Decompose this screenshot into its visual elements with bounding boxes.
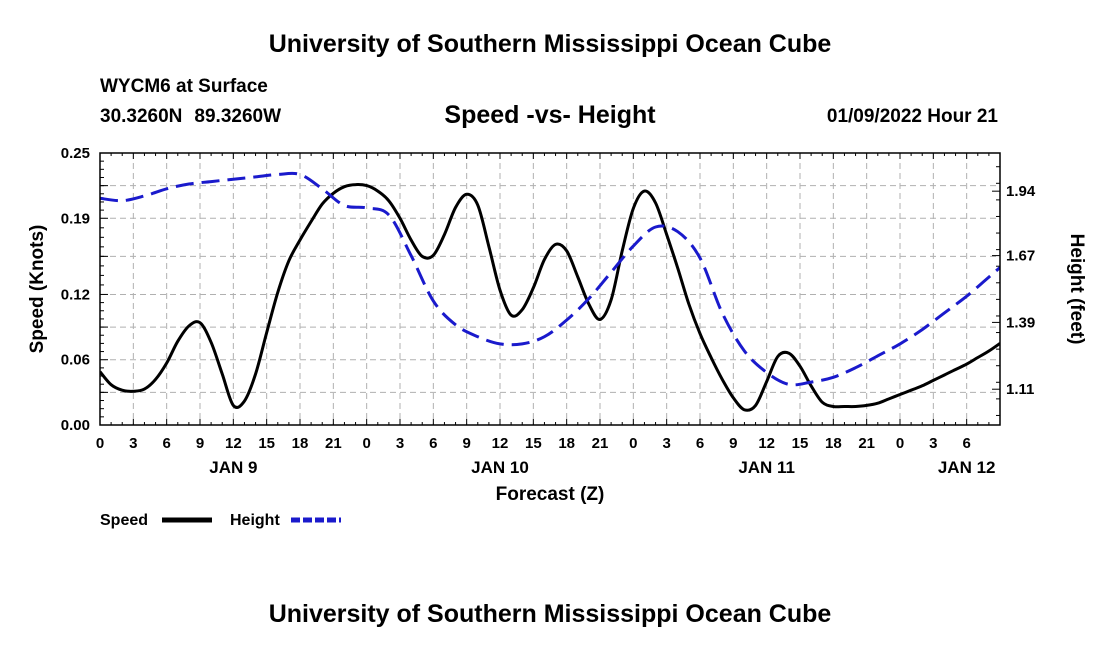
x-tick-label: 3 xyxy=(929,435,937,452)
x-tick-label: 12 xyxy=(758,435,775,452)
x-tick-label: 9 xyxy=(462,435,470,452)
x-tick-label: 21 xyxy=(325,435,342,452)
y-axis-right-label: Height (feet) xyxy=(1066,234,1087,345)
y-left-tick-label: 0.06 xyxy=(61,352,90,369)
speed-height-chart: 0 3 6 9 12 15 18 21 0 3 6 9 12 15 18 21 0 3 6 9 12 15 18 21 0 3 6 J… xyxy=(27,145,1087,529)
x-tick-label: 3 xyxy=(396,435,404,452)
date-label: JAN 9 xyxy=(209,458,257,477)
x-tick-label: 0 xyxy=(96,435,104,452)
x-tick-label: 6 xyxy=(962,435,970,452)
date-label: JAN 12 xyxy=(938,458,996,477)
date-label: JAN 11 xyxy=(738,458,795,477)
x-tick-label: 9 xyxy=(196,435,204,452)
y-axis-left-label: Speed (Knots) xyxy=(27,225,48,354)
x-tick-label: 0 xyxy=(629,435,637,452)
x-axis-label: Forecast (Z) xyxy=(496,484,605,505)
station-label: WYCM6 at Surface xyxy=(100,76,268,97)
plot-frame xyxy=(99,152,1001,426)
x-tick-label: 15 xyxy=(258,435,275,452)
legend-height-label: Height xyxy=(230,512,280,529)
y-right-tick-label: 1.39 xyxy=(1006,314,1035,331)
speed-series-line xyxy=(100,183,1000,412)
y-right-tick-label: 1.67 xyxy=(1006,248,1035,265)
axis-layer: 0 3 6 9 12 15 18 21 0 3 6 9 12 15 18 21 0 3 6 9 12 15 18 21 0 3 6 J… xyxy=(61,145,1036,477)
series-layer xyxy=(100,171,1000,412)
page-title: University of Southern Mississippi Ocean… xyxy=(268,30,832,58)
x-tick-label: 18 xyxy=(292,435,309,452)
latitude-label: 30.3260N xyxy=(100,106,183,127)
x-tick-label: 12 xyxy=(225,435,242,452)
x-tick-label: 9 xyxy=(729,435,737,452)
date-label: JAN 10 xyxy=(471,458,529,477)
chart-subtitle: Speed -vs- Height xyxy=(444,101,656,129)
y-right-tick-label: 1.94 xyxy=(1006,183,1036,200)
x-tick-label: 21 xyxy=(858,435,875,452)
x-tick-label: 6 xyxy=(696,435,704,452)
x-tick-label: 6 xyxy=(162,435,170,452)
x-tick-label: 15 xyxy=(792,435,809,452)
legend-speed-label: Speed xyxy=(100,512,148,529)
longitude-label: 89.3260W xyxy=(194,106,282,127)
forecast-datetime: 01/09/2022 Hour 21 xyxy=(826,106,998,127)
x-tick-label: 21 xyxy=(592,435,609,452)
grid-layer xyxy=(100,153,1000,425)
x-tick-label: 3 xyxy=(129,435,137,452)
y-left-tick-label: 0.19 xyxy=(61,210,90,227)
x-tick-label: 6 xyxy=(429,435,437,452)
height-series-line xyxy=(100,171,1000,387)
y-left-tick-label: 0.00 xyxy=(61,417,90,434)
x-tick-label: 0 xyxy=(896,435,904,452)
y-left-tick-label: 0.12 xyxy=(61,286,90,303)
y-right-tick-label: 1.11 xyxy=(1006,381,1034,398)
x-tick-label: 12 xyxy=(492,435,509,452)
x-tick-label: 3 xyxy=(662,435,670,452)
x-tick-label: 18 xyxy=(558,435,575,452)
x-tick-label: 0 xyxy=(362,435,370,452)
legend: Speed Height xyxy=(100,512,341,529)
station-coordinates: 30.3260N 89.3260W xyxy=(100,106,281,128)
y-left-tick-label: 0.25 xyxy=(61,145,90,162)
x-tick-label: 15 xyxy=(525,435,542,452)
x-tick-label: 18 xyxy=(825,435,842,452)
footer-title: University of Southern Mississippi Ocean… xyxy=(268,600,832,628)
